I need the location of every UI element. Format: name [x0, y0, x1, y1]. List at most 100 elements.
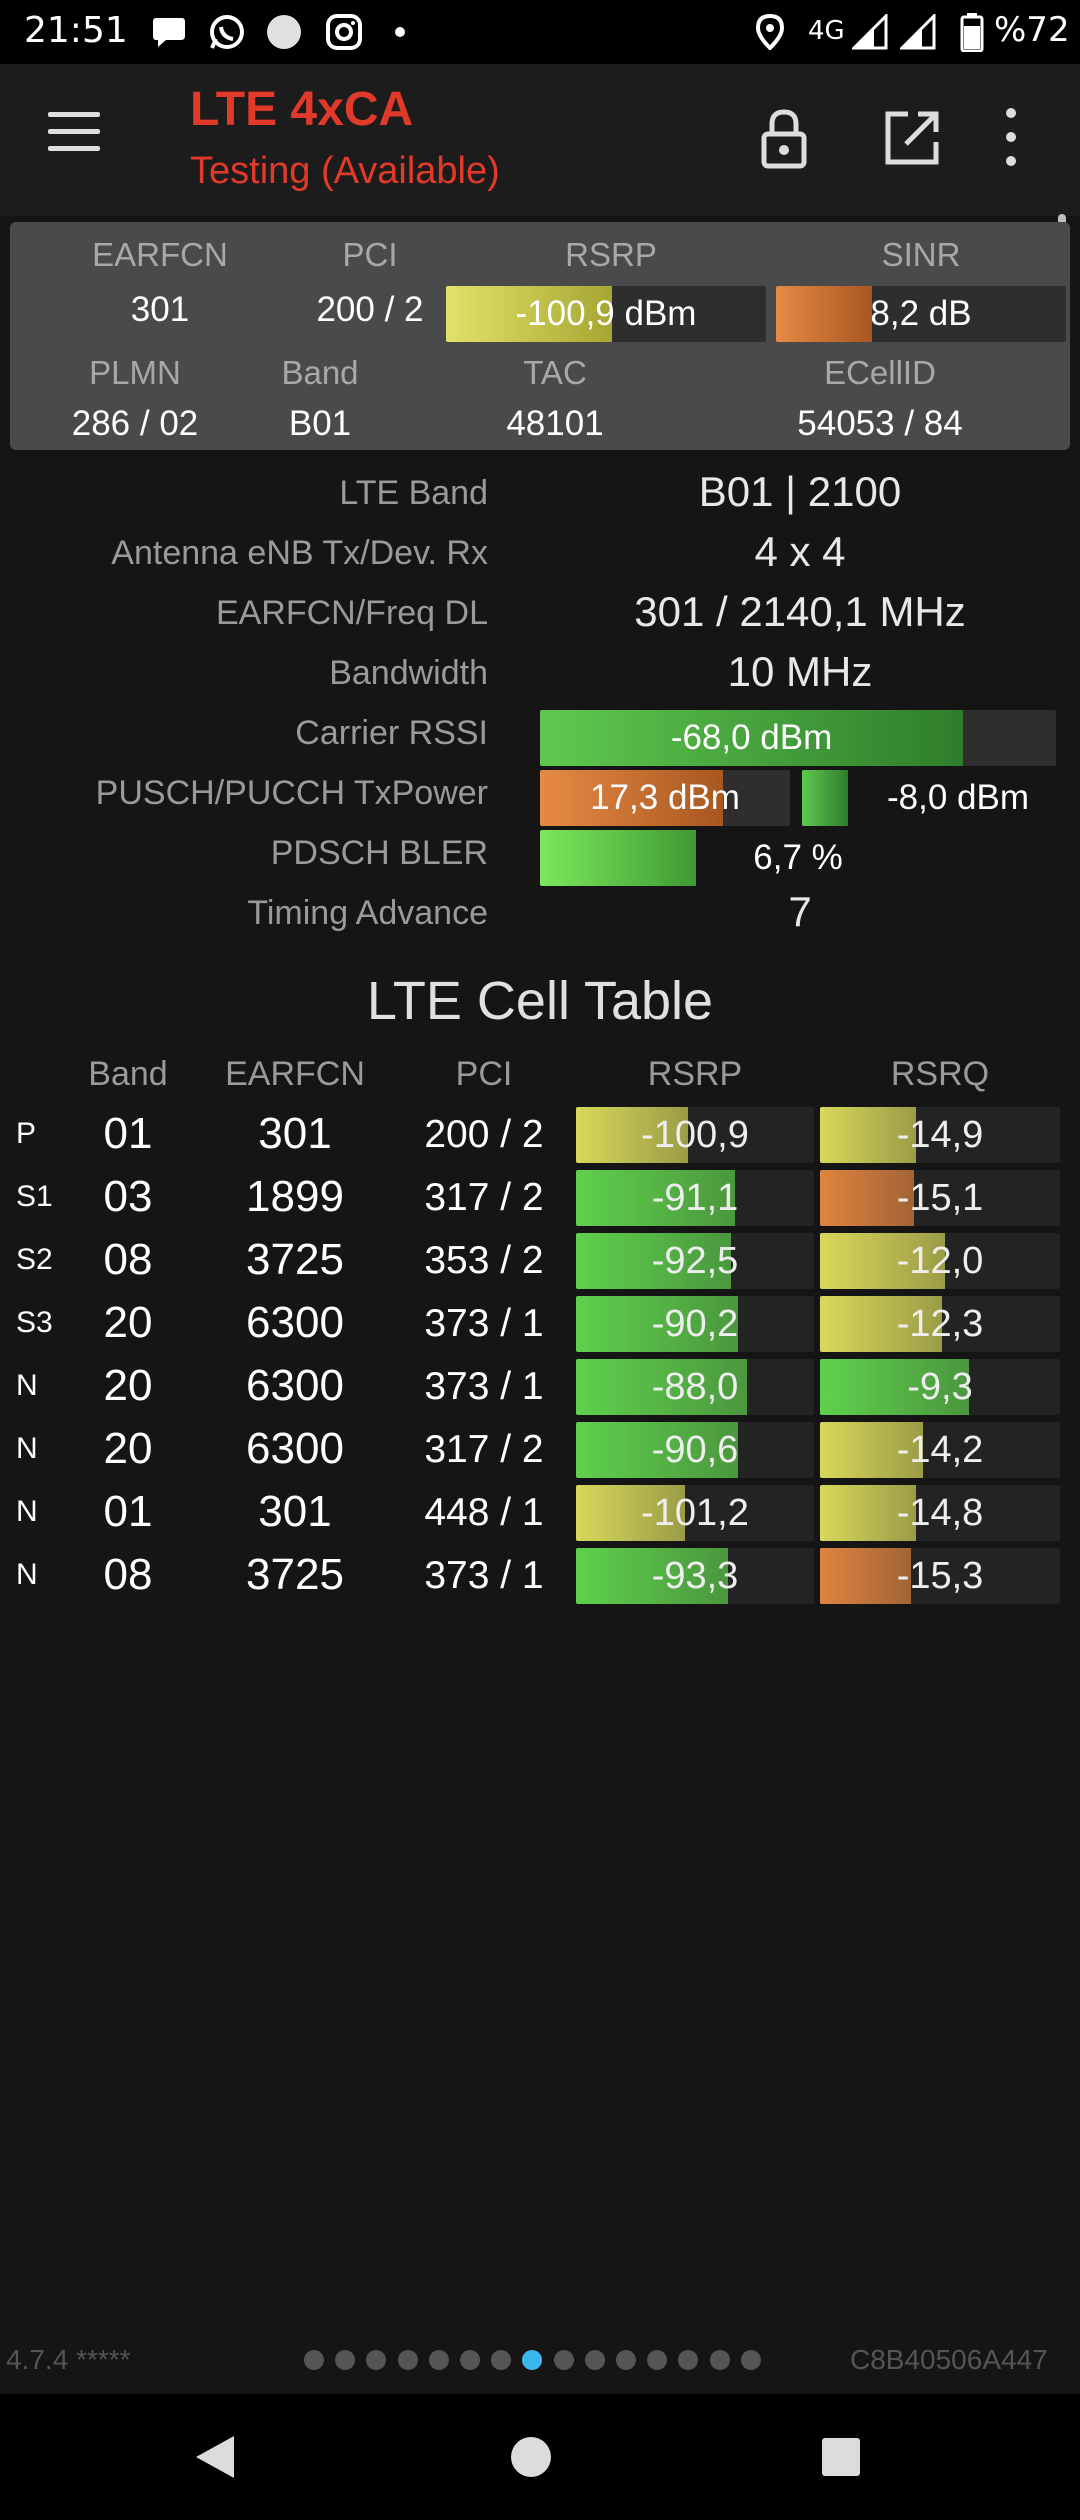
cell-rsrq-bar: -15,1 — [820, 1170, 1060, 1226]
row-type: N — [16, 1432, 38, 1465]
cell-rsrq-bar-fill — [820, 1485, 916, 1541]
cell-earfcn: 6300 — [246, 1298, 344, 1347]
page-dot[interactable] — [709, 2350, 730, 2370]
cell-pci: 448 / 1 — [424, 1491, 544, 1534]
rsrp-value: -100,9 dBm — [515, 294, 697, 333]
page-dot[interactable] — [491, 2350, 512, 2370]
status-bar: 21:51 4G %72 — [0, 0, 1080, 64]
cell-rsrp-bar-fill — [576, 1359, 748, 1415]
row-type: N — [16, 1369, 38, 1402]
cell-rsrq-bar-fill — [820, 1548, 912, 1604]
cell-rsrp-bar: -92,5 — [576, 1233, 814, 1289]
cell-rsrp-bar-fill — [576, 1296, 738, 1352]
dot-icon — [395, 27, 405, 37]
navigation-bar — [0, 2394, 1080, 2520]
cell-rsrp-value: -93,3 — [651, 1555, 739, 1597]
bler-bar-fill — [540, 830, 696, 886]
sinr-value: 8,2 dB — [870, 294, 972, 333]
page-dot[interactable] — [460, 2350, 480, 2370]
value-tac: 48101 — [506, 404, 604, 443]
cell-rsrq-value: -15,1 — [896, 1177, 984, 1219]
cell-pci: 353 / 2 — [424, 1239, 544, 1282]
cell-band: 01 — [103, 1487, 153, 1536]
cell-rsrp-bar-fill — [576, 1485, 686, 1541]
rssi-bar-fill — [540, 710, 964, 766]
cell-pci: 373 / 1 — [424, 1365, 544, 1408]
pusch-bar: 17,3 dBm — [540, 770, 790, 826]
page-dot[interactable] — [522, 2350, 543, 2370]
cell-rsrq-value: -14,8 — [896, 1492, 984, 1534]
cell-rsrp-value: -100,9 — [641, 1114, 749, 1156]
back-triangle-icon[interactable] — [192, 2432, 238, 2482]
label-lte-band: LTE Band — [339, 474, 488, 512]
cell-rsrp-bar: -90,6 — [576, 1422, 814, 1478]
page-dot[interactable] — [335, 2350, 356, 2370]
page-dot[interactable] — [304, 2350, 324, 2370]
row-type: S3 — [16, 1306, 53, 1339]
page-dot[interactable] — [616, 2350, 636, 2370]
cell-rsrq-bar-fill — [820, 1107, 916, 1163]
value-earfcn: 301 — [130, 290, 190, 329]
cell-rsrp-value: -91,1 — [651, 1177, 739, 1219]
page-dot[interactable] — [397, 2350, 418, 2370]
value-bandwidth: 10 MHz — [727, 648, 873, 695]
label-txpower: PUSCH/PUCCH TxPower — [95, 774, 488, 812]
cell-rsrq-bar-fill — [820, 1170, 914, 1226]
page-dot[interactable] — [584, 2350, 605, 2370]
cell-rsrp-bar-fill — [576, 1422, 738, 1478]
cell-rsrq-value: -12,0 — [896, 1240, 984, 1282]
cell-rsrq-bar: -15,3 — [820, 1548, 1060, 1604]
page-dot[interactable] — [428, 2350, 449, 2370]
app-toolbar: LTE 4xCA Testing (Available) — [0, 64, 1080, 379]
cell-rsrp-bar: -90,2 — [576, 1296, 814, 1352]
page-dot[interactable] — [553, 2350, 574, 2370]
rsrp-bar: -100,9 dBm — [446, 286, 766, 342]
cell-rsrq-bar: -12,0 — [820, 1233, 1060, 1289]
cell-band: 20 — [103, 1298, 153, 1347]
open-external-icon[interactable] — [880, 106, 944, 170]
cell-band: 20 — [103, 1361, 153, 1410]
network-type: 4G — [808, 16, 845, 46]
recents-square-icon[interactable] — [818, 2434, 864, 2480]
lock-icon[interactable] — [752, 106, 816, 170]
device-id: C8B40506A447 — [850, 2344, 1048, 2375]
value-pci: 200 / 2 — [316, 290, 424, 329]
cell-band: 08 — [103, 1235, 153, 1284]
cell-rsrp-bar: -101,2 — [576, 1485, 814, 1541]
menu-icon[interactable] — [48, 112, 100, 152]
cell-rsrq-bar: -14,8 — [820, 1485, 1060, 1541]
header-ecellid: ECellID — [824, 354, 936, 391]
page-dot[interactable] — [366, 2350, 387, 2370]
value-earfcn-freq: 301 / 2140,1 MHz — [634, 588, 966, 635]
cell-band: 03 — [103, 1172, 153, 1221]
app-version: 4.7.4 ***** — [6, 2344, 131, 2375]
pusch-bar-fill — [540, 770, 723, 826]
sinr-bar: 8,2 dB — [776, 286, 1066, 342]
page-indicator[interactable] — [304, 2350, 774, 2370]
value-antenna: 4 x 4 — [754, 528, 846, 575]
cell-rsrp-bar-fill — [576, 1233, 731, 1289]
home-circle-icon[interactable] — [506, 2432, 556, 2482]
cell-rsrp-bar-fill — [576, 1107, 688, 1163]
circle-icon — [267, 15, 301, 49]
row-type: P — [16, 1117, 37, 1150]
cell-rsrq-bar-fill — [820, 1359, 969, 1415]
header-plmn: PLMN — [89, 354, 181, 391]
header-pci: PCI — [342, 236, 398, 273]
page-dot[interactable] — [740, 2350, 761, 2370]
bler-bar: 6,7 % — [540, 830, 1056, 886]
cell-rsrq-value: -15,3 — [896, 1555, 984, 1597]
label-earfcn-freq: EARFCN/Freq DL — [215, 594, 488, 632]
page-dot[interactable] — [678, 2350, 699, 2370]
cell-rsrp-value: -101,2 — [641, 1492, 749, 1534]
sinr-bar-fill — [776, 286, 872, 342]
col-earfcn: EARFCN — [225, 1055, 365, 1093]
page-dot[interactable] — [647, 2350, 668, 2370]
header-rsrp: RSRP — [565, 236, 657, 273]
cell-rsrq-value: -14,2 — [896, 1429, 984, 1471]
cell-rsrp-value: -92,5 — [651, 1240, 739, 1282]
more-vert-icon[interactable] — [1004, 108, 1018, 168]
header-band: Band — [281, 354, 359, 391]
cell-table-title: LTE Cell Table — [366, 971, 714, 1031]
battery-icon — [960, 13, 984, 52]
